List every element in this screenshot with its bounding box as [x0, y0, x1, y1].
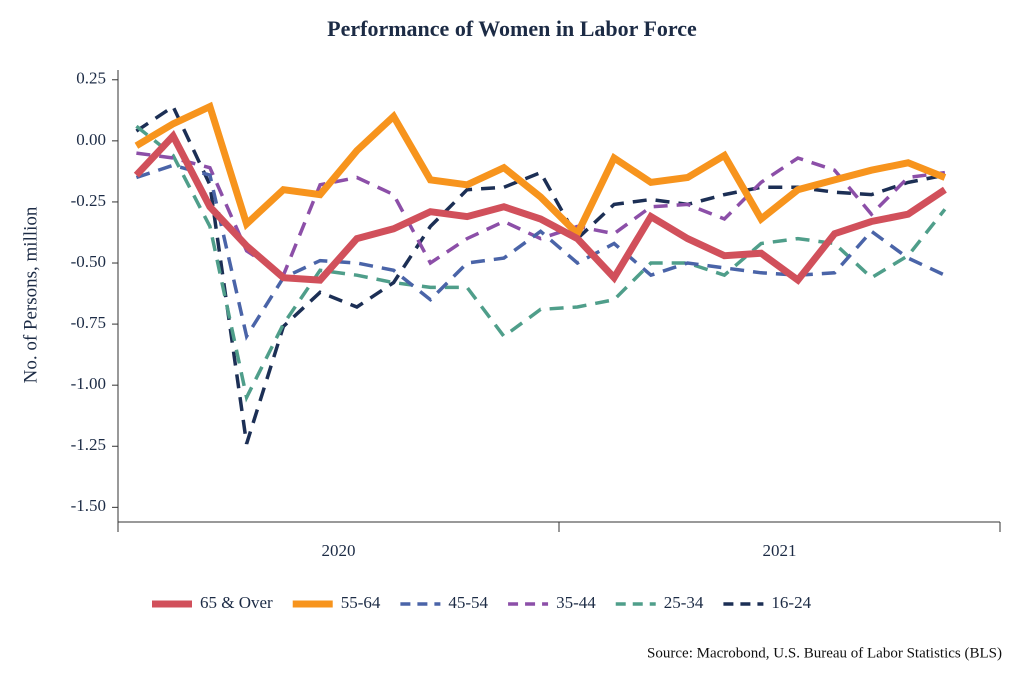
- legend-label: 16-24: [771, 593, 811, 612]
- y-tick-label: -0.25: [71, 191, 106, 210]
- series-line: [134, 101, 947, 240]
- series-line: [135, 163, 946, 341]
- series-line: [135, 124, 947, 403]
- grid-layer: 0.25 0.00 -0.25 -0.50 -0.75 -1.00 -1.25 -1.50 20…: [71, 69, 1001, 560]
- x-tick-label: 2020: [322, 541, 356, 560]
- legend-label: 65 & Over: [200, 593, 273, 612]
- y-tick-label: 0.00: [76, 130, 106, 149]
- legend-label: 25-34: [664, 593, 704, 612]
- x-tick-label: 2021: [763, 541, 797, 560]
- chart-title: Performance of Women in Labor Force: [327, 16, 697, 41]
- y-tick-label: -1.00: [71, 374, 106, 393]
- y-tick-label: -0.50: [71, 252, 106, 271]
- legend: 65 & Over 55-64 45-54 35-44 25-34 16-24: [152, 593, 812, 612]
- y-tick-label: 0.25: [76, 69, 106, 88]
- legend-label: 35-44: [556, 593, 596, 612]
- y-tick-label: -1.25: [71, 435, 106, 454]
- y-tick-label: -1.50: [71, 496, 106, 515]
- y-tick-label: -0.75: [71, 313, 106, 332]
- legend-label: 55-64: [341, 593, 381, 612]
- lines-layer: [133, 101, 947, 445]
- series-line: [133, 130, 947, 285]
- source-note: Source: Macrobond, U.S. Bureau of Labor …: [647, 645, 1002, 661]
- legend-label: 45-54: [448, 593, 488, 612]
- y-axis-title: No. of Persons, million: [20, 206, 41, 383]
